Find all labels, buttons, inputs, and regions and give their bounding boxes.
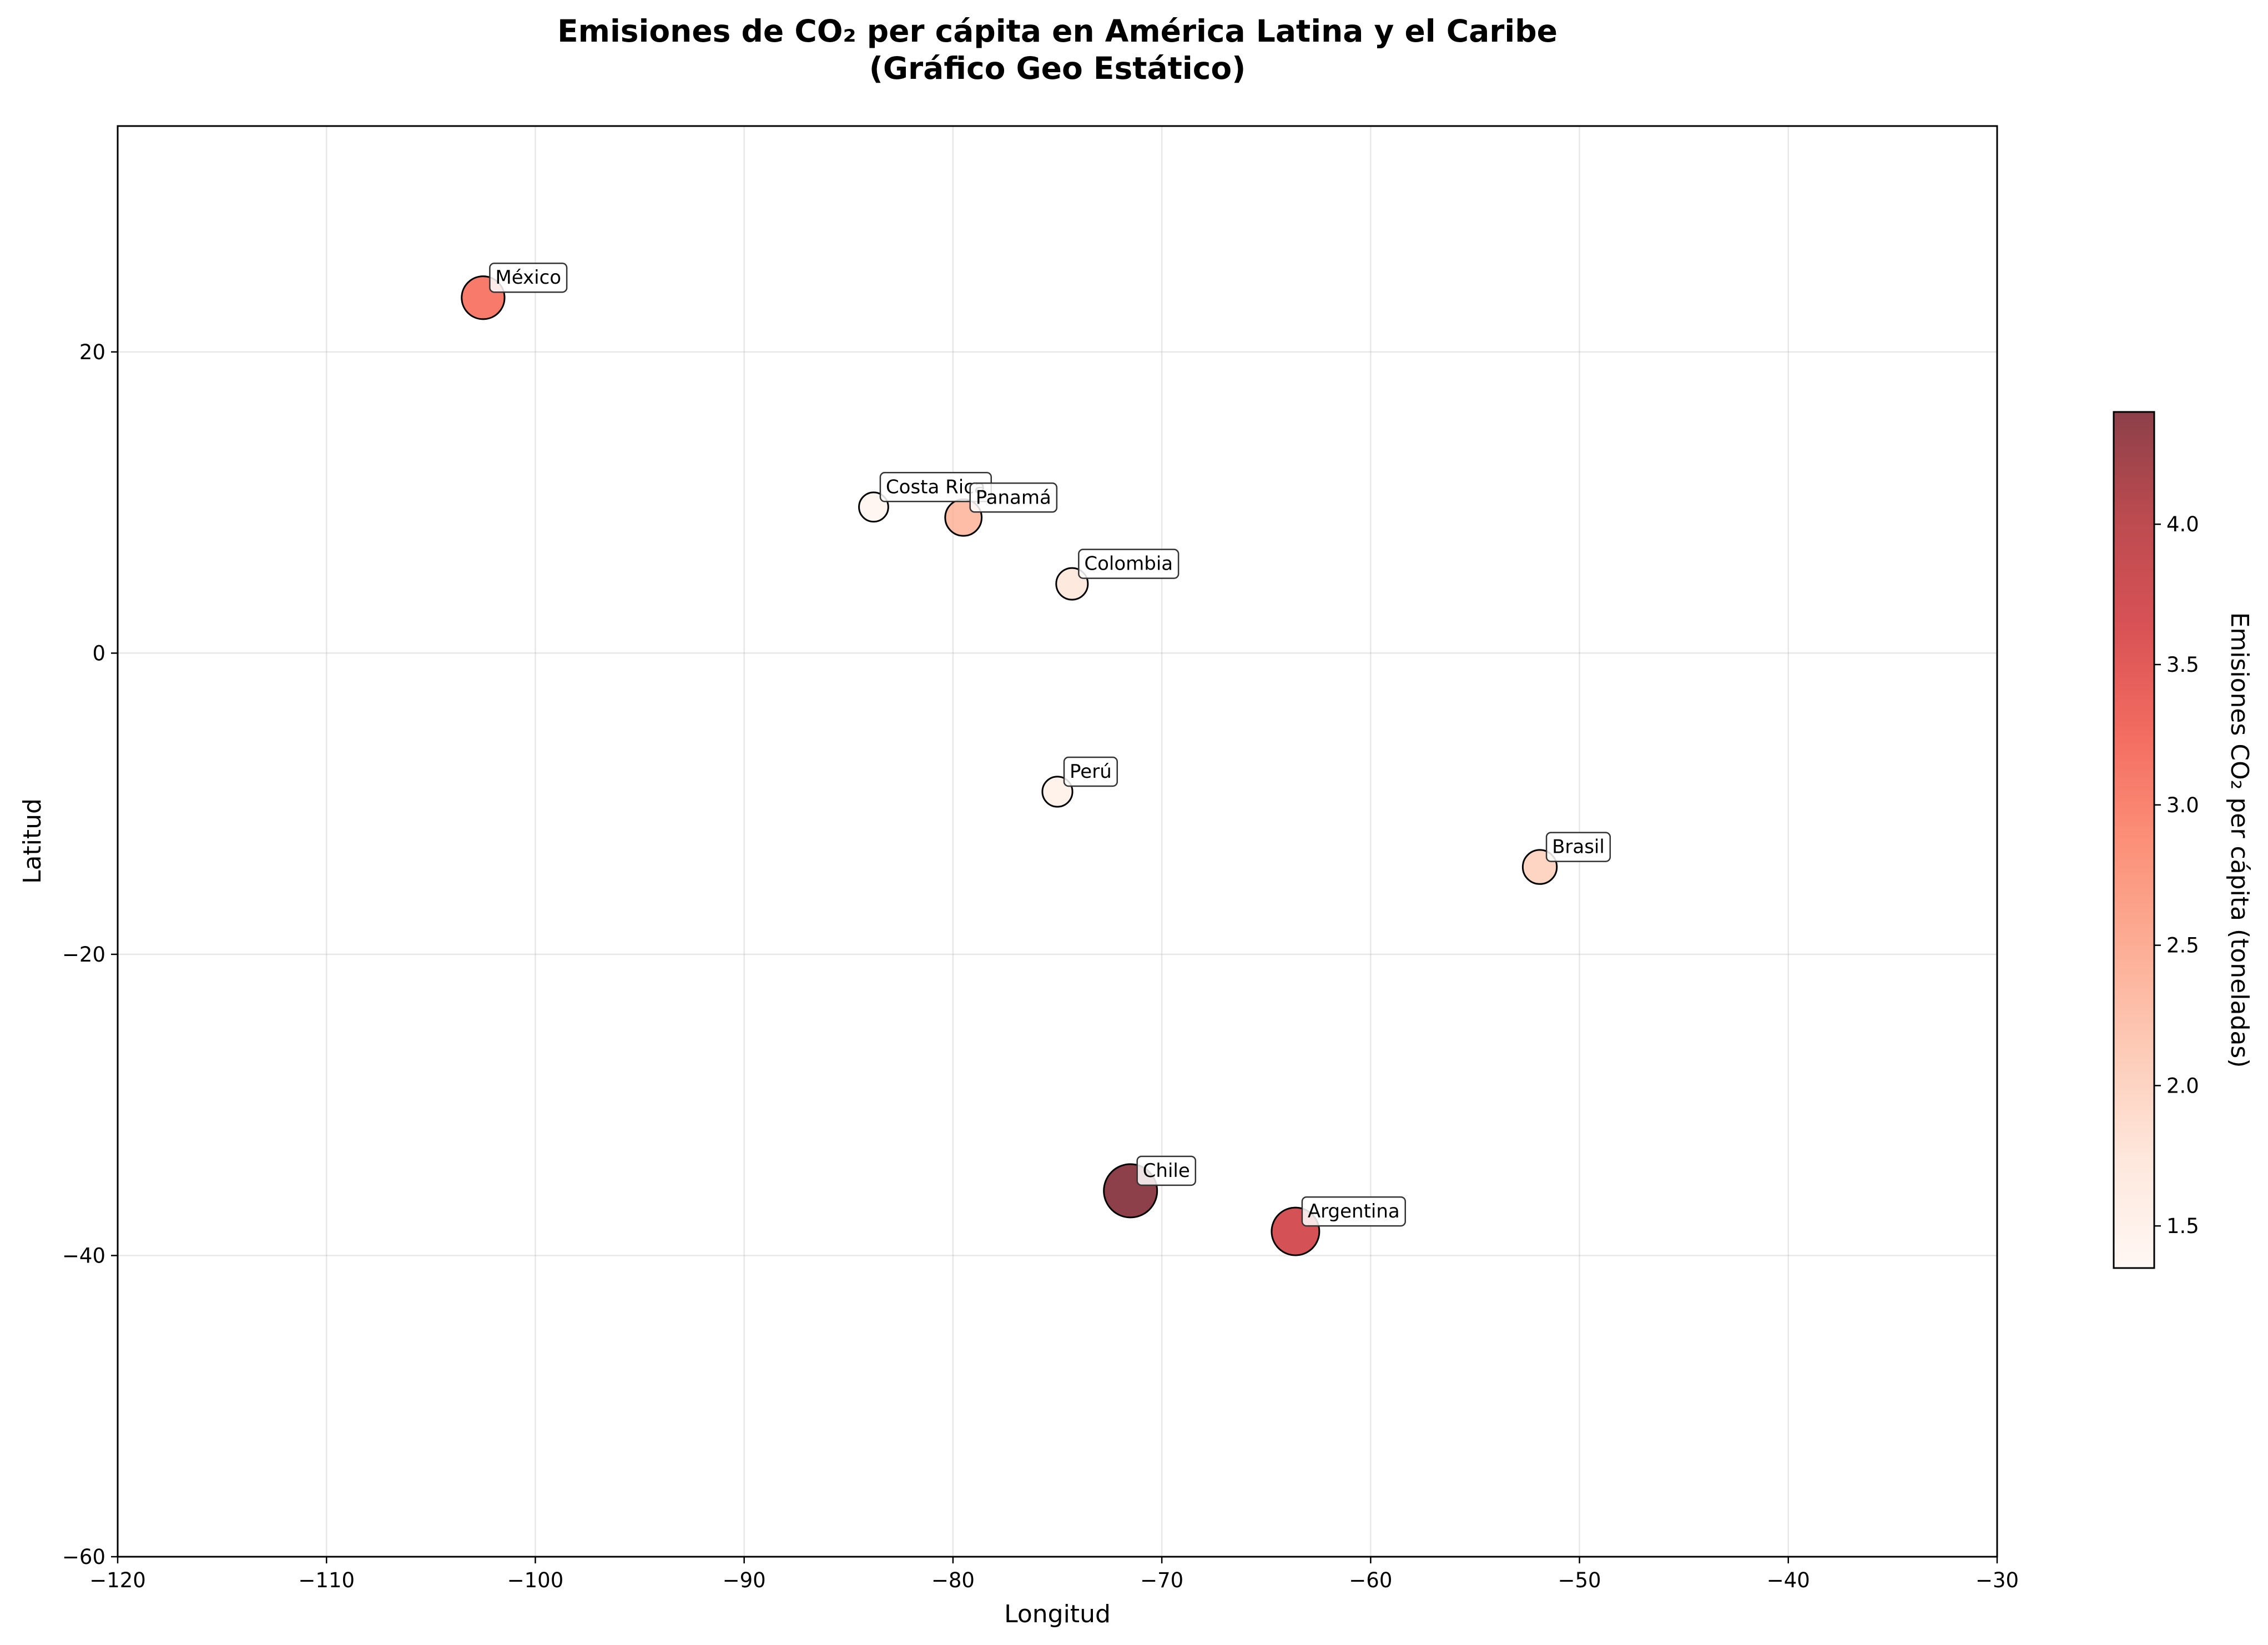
point-label-text: Chile [1143, 1160, 1190, 1182]
colorbar-label: Emisiones CO₂ per cápita (toneladas) [2225, 612, 2254, 1068]
point-label-box [489, 262, 568, 293]
point-label: Costa Rica [879, 472, 992, 502]
x-tick-label: −60 [1349, 1568, 1392, 1592]
x-tick-label: −70 [1140, 1568, 1183, 1592]
point-label-box [1545, 832, 1611, 862]
point-label: Chile [1136, 1155, 1197, 1186]
point-label-text: México [495, 266, 561, 289]
colorbar-tick-label: 4.0 [2166, 512, 2199, 536]
point-label-box [1301, 1196, 1407, 1227]
y-axis-label: Latitud [18, 798, 47, 884]
x-axis-label: Longitud [1004, 1600, 1111, 1628]
point-label-box [1078, 549, 1180, 579]
point-label-text: Perú [1070, 761, 1112, 783]
point-label: Brasil [1545, 832, 1611, 862]
x-tick-label: −40 [1767, 1568, 1810, 1592]
chart-title: Emisiones de CO₂ per cápita en América L… [557, 13, 1558, 49]
point-label-box [1063, 756, 1118, 787]
x-axis: −120 −110 −100 −90 −80 −70 −60 −50 −40 −30 [89, 1557, 2019, 1592]
x-tick-label: −30 [1975, 1568, 2019, 1592]
colorbar: 1.5 2.0 2.5 3.0 3.5 4.0 Emisiones CO₂ per cáp… [2113, 411, 2254, 1269]
x-tick-label: −50 [1558, 1568, 1601, 1592]
x-tick-label: −90 [723, 1568, 766, 1592]
point-label: Perú [1063, 756, 1118, 787]
y-tick-label: −40 [62, 1244, 105, 1267]
y-tick-label: −20 [62, 943, 105, 967]
point-label-text: Argentina [1308, 1200, 1400, 1223]
y-axis: −60 −40 −20 0 20 [62, 340, 118, 1569]
point-label-text: Costa Rica [886, 476, 986, 498]
x-tick-label: −110 [298, 1568, 355, 1592]
colorbar-tick-label: 1.5 [2166, 1214, 2199, 1238]
point-label-box [1136, 1155, 1197, 1186]
colorbar-tick-label: 2.0 [2166, 1074, 2199, 1098]
colorbar-tick-label: 2.5 [2166, 934, 2199, 958]
point-label: Panamá [969, 482, 1058, 513]
point-label-box [969, 482, 1058, 513]
colorbar-ticks: 1.5 2.0 2.5 3.0 3.5 4.0 [2154, 512, 2199, 1238]
point-label: Colombia [1078, 549, 1180, 579]
grid-lines [117, 126, 1998, 1558]
y-tick-label: 20 [79, 340, 105, 364]
point-label: México [489, 262, 568, 293]
x-tick-label: −80 [931, 1568, 975, 1592]
colorbar-tick-label: 3.5 [2166, 653, 2199, 677]
chart-subtitle: (Gráfico Geo Estático) [869, 51, 1246, 86]
point-label-text: Colombia [1084, 553, 1173, 575]
point-label-text: Panamá [976, 486, 1051, 509]
data-points [461, 275, 1558, 1256]
plot-area [117, 125, 1998, 1558]
point-label: Argentina [1301, 1196, 1407, 1227]
y-tick-label: 0 [92, 641, 105, 665]
y-tick-label: −60 [62, 1545, 105, 1569]
x-tick-label: −100 [507, 1568, 564, 1592]
colorbar-tick-label: 3.0 [2166, 793, 2199, 817]
colorbar-gradient [2113, 411, 2155, 1269]
point-label-text: Brasil [1552, 836, 1605, 858]
x-tick-label: −120 [89, 1568, 146, 1592]
